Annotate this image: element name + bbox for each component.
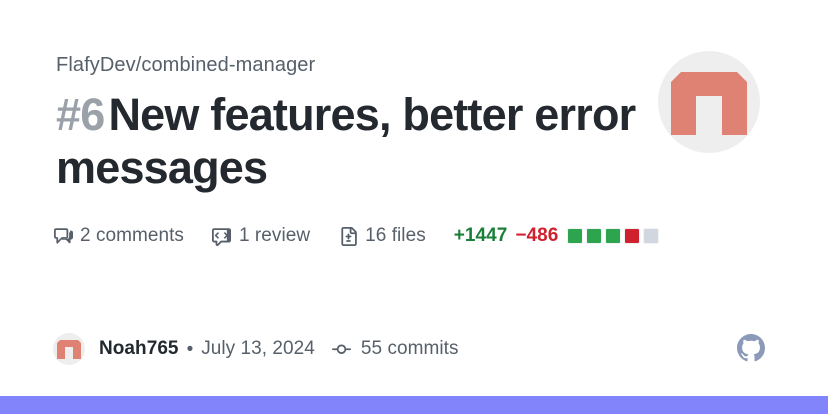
- pr-date: July 13, 2024: [201, 338, 315, 359]
- pr-header: FlafyDev/combined-manager #6New features…: [56, 52, 636, 194]
- files-changed-label: 16 files: [365, 225, 426, 246]
- diffstat-deletions: −486: [515, 225, 559, 246]
- comment-discussion-icon: [53, 226, 73, 246]
- diffstat-block-added: [586, 228, 603, 244]
- diffstat-additions: +1447: [453, 225, 508, 246]
- meta-separator: •: [186, 338, 194, 360]
- repository-owner-avatar: [658, 51, 760, 153]
- pr-footer-row: Noah765 • July 13, 2024 55 commits: [53, 331, 459, 367]
- github-mark-icon: [737, 334, 765, 362]
- pr-meta-row: 2 comments 1 review 16 files +1447: [53, 222, 660, 250]
- comments-label: 2 comments: [80, 225, 184, 246]
- diffstat-block-added: [605, 228, 622, 244]
- diffstat-block-deleted: [624, 228, 641, 244]
- repository-name[interactable]: FlafyDev/combined-manager: [56, 54, 316, 76]
- commits-label: 55 commits: [360, 338, 459, 359]
- diffstat-blocks: [567, 228, 660, 244]
- pr-title-text: New features, better error messages: [56, 89, 636, 193]
- author-name[interactable]: Noah765: [99, 338, 179, 359]
- reviews-label: 1 review: [238, 225, 311, 246]
- accent-bar: [0, 396, 828, 414]
- git-commit-icon: [331, 339, 353, 359]
- diffstat: +1447 −486: [453, 225, 660, 247]
- diffstat-block-added: [567, 228, 584, 244]
- author-avatar: [53, 333, 85, 365]
- reviews-stat: 1 review: [212, 225, 310, 247]
- files-changed-stat: 16 files: [338, 225, 426, 247]
- comments-stat: 2 comments: [53, 225, 184, 247]
- diffstat-block-unchanged: [643, 228, 660, 244]
- file-diff-icon: [338, 226, 358, 246]
- code-review-icon: [212, 226, 232, 246]
- page-title: #6New features, better error messages: [56, 88, 636, 194]
- pr-number: #6: [56, 89, 105, 140]
